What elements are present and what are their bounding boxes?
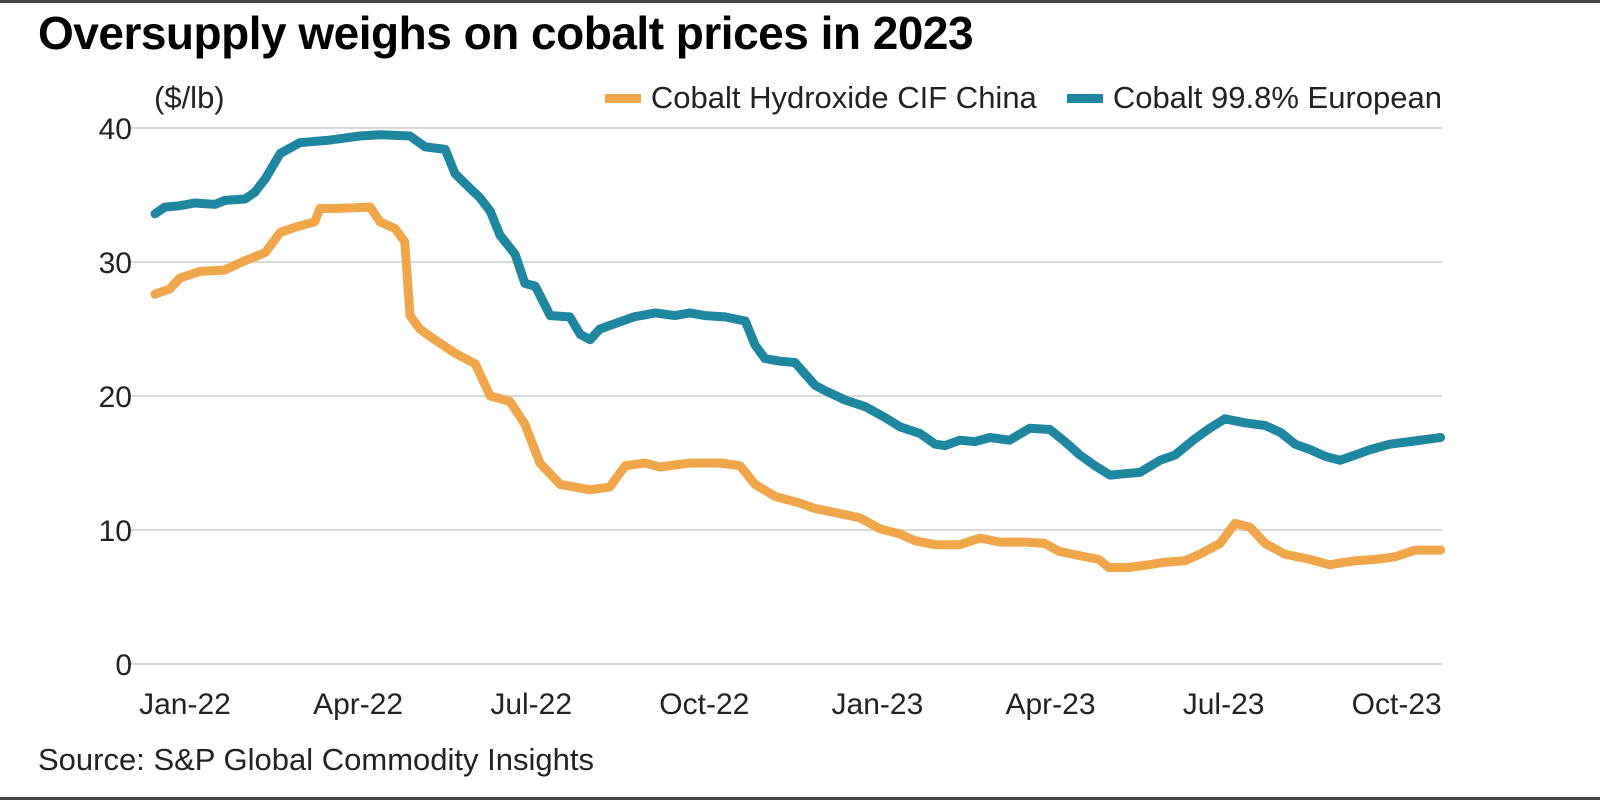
legend-label-european: Cobalt 99.8% European <box>1112 80 1442 115</box>
x-tick-label: Apr-22 <box>313 688 403 721</box>
y-tick-label: 30 <box>99 247 132 280</box>
chart-title: Oversupply weighs on cobalt prices in 20… <box>38 7 974 59</box>
legend-swatch-european <box>1066 93 1103 103</box>
window-frame-top <box>0 0 1600 3</box>
y-tick-label: 0 <box>115 649 132 682</box>
x-tick-label: Oct-22 <box>659 688 749 721</box>
x-tick-label: Oct-23 <box>1352 688 1442 721</box>
y-axis-unit-label: ($/lb) <box>154 80 225 115</box>
x-tick-label: Jan-23 <box>832 688 924 721</box>
legend-item-hydroxide: Cobalt Hydroxide CIF China <box>604 80 1037 116</box>
series-line-hydroxide <box>150 202 1446 572</box>
y-axis-ticks: 0 10 20 30 40 <box>99 113 132 682</box>
x-axis-ticks: Jan-22 Apr-22 Jul-22 Oct-22 Jan-23 Apr-23 Jul-… <box>139 688 1442 721</box>
legend-label-hydroxide: Cobalt Hydroxide CIF China <box>650 80 1037 115</box>
legend: Cobalt Hydroxide CIF China Cobalt 99.8% … <box>575 80 1442 116</box>
gridlines <box>128 127 1442 665</box>
y-tick-label: 20 <box>99 381 132 414</box>
series-lines <box>150 130 1446 572</box>
source-note: Source: S&P Global Commodity Insights <box>38 742 594 777</box>
y-tick-label: 10 <box>99 515 132 548</box>
legend-swatch-hydroxide <box>604 93 641 103</box>
x-tick-label: Jul-22 <box>490 688 572 721</box>
x-tick-label: Jul-23 <box>1183 688 1265 721</box>
y-tick-label: 40 <box>99 113 132 146</box>
x-tick-label: Jan-22 <box>139 688 231 721</box>
legend-item-european: Cobalt 99.8% European <box>1066 80 1442 116</box>
series-line-european <box>150 130 1446 480</box>
x-tick-label: Apr-23 <box>1005 688 1095 721</box>
window-frame-bottom <box>0 797 1600 800</box>
